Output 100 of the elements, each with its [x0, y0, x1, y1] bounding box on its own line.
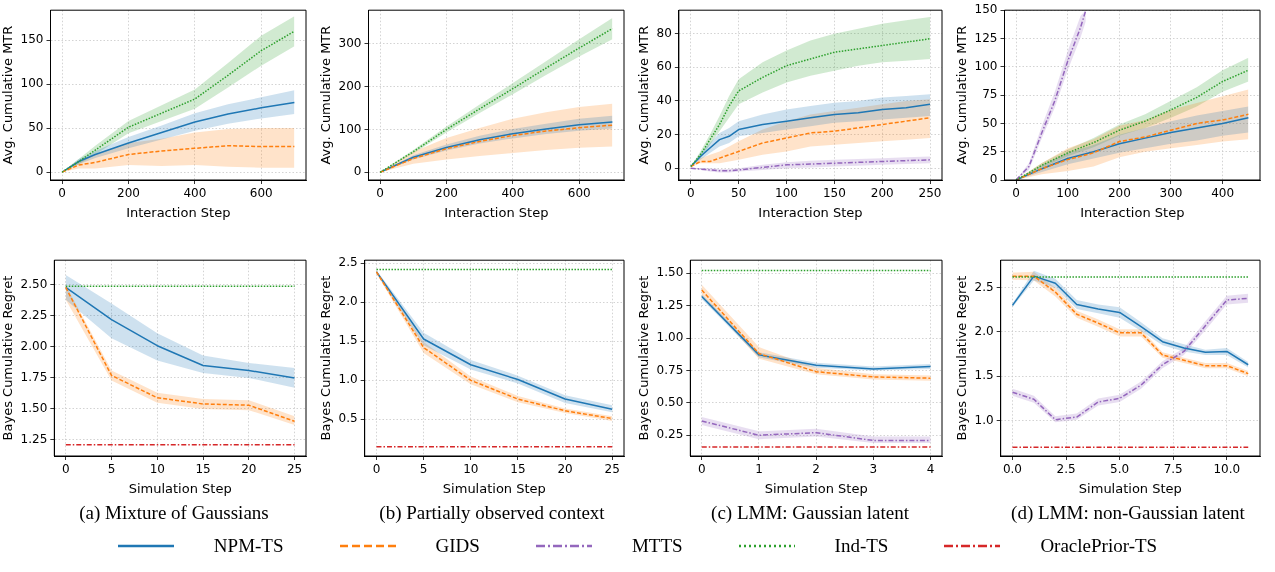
x-tick-label: 25 — [286, 462, 303, 477]
x-tick-label: 20 — [241, 462, 257, 477]
y-axis-title: Bayes Cumulative Regret — [636, 275, 652, 441]
y-tick-label: 2.0 — [338, 294, 358, 309]
text: (a) Mixture of Gaussians — [78, 501, 270, 525]
y-axis-title: Bayes Cumulative Regret — [954, 275, 970, 441]
y-tick-label: 1.50 — [656, 265, 684, 280]
y-tick-label: 20 — [656, 126, 672, 141]
x-tick-label: 0 — [58, 186, 66, 201]
y-tick-label: 200 — [338, 78, 362, 93]
legend-label: NPM-TS — [213, 535, 284, 557]
y-tick-label: 2.0 — [974, 324, 994, 339]
y-tick-label: 1.25 — [656, 297, 684, 312]
y-tick-label: 1.00 — [656, 330, 684, 345]
y-tick-label: 1.5 — [338, 333, 358, 348]
y-tick-label: 50 — [28, 120, 44, 135]
y-tick-label: 25 — [982, 143, 998, 158]
x-tick-label: 400 — [501, 186, 525, 201]
y-axis-title: Bayes Cumulative Regret — [0, 275, 16, 441]
x-axis-title: Interaction Step — [1080, 204, 1185, 220]
x-tick-label: 0.0 — [1002, 462, 1023, 477]
y-axis-title: Avg. Cumulative MTR — [954, 25, 970, 165]
x-tick-label: 3 — [869, 462, 878, 477]
x-tick-label: 20 — [557, 462, 573, 477]
x-axis-title: Simulation Step — [442, 480, 546, 496]
x-tick-label: 600 — [249, 186, 273, 201]
y-tick-label: 1.25 — [20, 432, 48, 447]
y-tick-label: 1.50 — [20, 401, 48, 416]
x-tick-label: 100 — [1056, 186, 1080, 201]
y-tick-label: 0.25 — [656, 427, 684, 442]
x-axis-title: Simulation Step — [764, 480, 868, 496]
x-tick-label: 150 — [822, 186, 846, 201]
y-tick-label: 0 — [353, 164, 362, 179]
y-tick-label: 0.50 — [656, 394, 684, 409]
y-tick-label: 0 — [35, 164, 44, 179]
y-tick-label: 100 — [974, 58, 998, 73]
x-tick-label: 10 — [149, 462, 165, 477]
y-tick-label: 100 — [20, 76, 44, 91]
x-axis-title: Interaction Step — [126, 204, 231, 220]
x-axis-title: Simulation Step — [1078, 480, 1182, 496]
y-tick-label: 75 — [982, 87, 998, 102]
x-tick-label: 0 — [376, 186, 384, 201]
text: (d) LMM: non-Gaussian latent — [1010, 501, 1246, 525]
y-tick-label: 1.5 — [974, 368, 994, 383]
legend-label: Ind-TS — [834, 535, 889, 557]
y-tick-label: 80 — [656, 25, 672, 40]
x-tick-label: 300 — [1159, 186, 1183, 201]
x-tick-label: 0 — [697, 462, 706, 477]
x-tick-label: 50 — [731, 186, 747, 201]
y-tick-label: 1.0 — [974, 412, 994, 427]
text: (c) LMM: Gaussian latent — [710, 501, 910, 525]
legend-label: OraclePrior-TS — [1040, 535, 1158, 557]
x-tick-label: 200 — [117, 186, 140, 201]
y-axis-title: Avg. Cumulative MTR — [318, 25, 334, 165]
line-series — [61, 144, 296, 173]
y-tick-label: 1.75 — [20, 370, 48, 385]
x-tick-label: 200 — [870, 186, 894, 201]
x-tick-label: 2.5 — [1056, 462, 1076, 477]
x-tick-label: 0 — [1012, 186, 1020, 201]
x-tick-label: 5 — [419, 462, 428, 477]
y-tick-label: 2.25 — [20, 308, 48, 323]
y-axis-title: Avg. Cumulative MTR — [0, 25, 16, 165]
x-tick-label: 0 — [372, 462, 381, 477]
y-tick-label: 125 — [974, 30, 998, 45]
x-tick-label: 4 — [926, 462, 935, 477]
x-tick-label: 1 — [755, 462, 763, 477]
y-tick-label: 100 — [338, 121, 362, 136]
text: (b) Partially observed context — [378, 501, 606, 525]
y-tick-label: 1.0 — [338, 372, 358, 387]
y-tick-label: 150 — [20, 32, 44, 47]
y-tick-label: 2.00 — [20, 339, 48, 354]
x-tick-label: 250 — [918, 186, 942, 201]
y-tick-label: 300 — [338, 35, 362, 50]
y-tick-label: 150 — [974, 2, 998, 17]
x-tick-label: 0 — [687, 186, 695, 201]
x-tick-label: 7.5 — [1163, 462, 1183, 477]
line-series — [690, 117, 931, 168]
y-tick-label: 0 — [664, 160, 672, 175]
x-tick-label: 400 — [183, 186, 207, 201]
x-tick-label: 100 — [775, 186, 798, 201]
line-series — [690, 38, 931, 168]
x-tick-label: 600 — [567, 186, 591, 201]
x-tick-label: 25 — [604, 462, 620, 477]
y-tick-label: 0 — [989, 172, 998, 187]
x-tick-label: 10.0 — [1213, 462, 1241, 477]
y-tick-label: 2.50 — [20, 277, 48, 292]
x-tick-label: 200 — [435, 186, 458, 201]
y-tick-label: 40 — [656, 93, 672, 108]
x-tick-label: 2 — [812, 462, 820, 477]
x-tick-label: 10 — [463, 462, 479, 477]
x-tick-label: 5.0 — [1110, 462, 1130, 477]
x-axis-title: Simulation Step — [128, 480, 232, 496]
y-tick-label: 60 — [656, 59, 672, 74]
y-tick-label: 0.5 — [338, 411, 358, 426]
y-tick-label: 50 — [982, 115, 998, 130]
y-tick-label: 0.75 — [656, 362, 684, 377]
y-axis-title: Avg. Cumulative MTR — [636, 25, 652, 165]
y-tick-label: 2.5 — [974, 279, 994, 294]
x-tick-label: 15 — [510, 462, 526, 477]
legend-label: GIDS — [435, 535, 480, 557]
